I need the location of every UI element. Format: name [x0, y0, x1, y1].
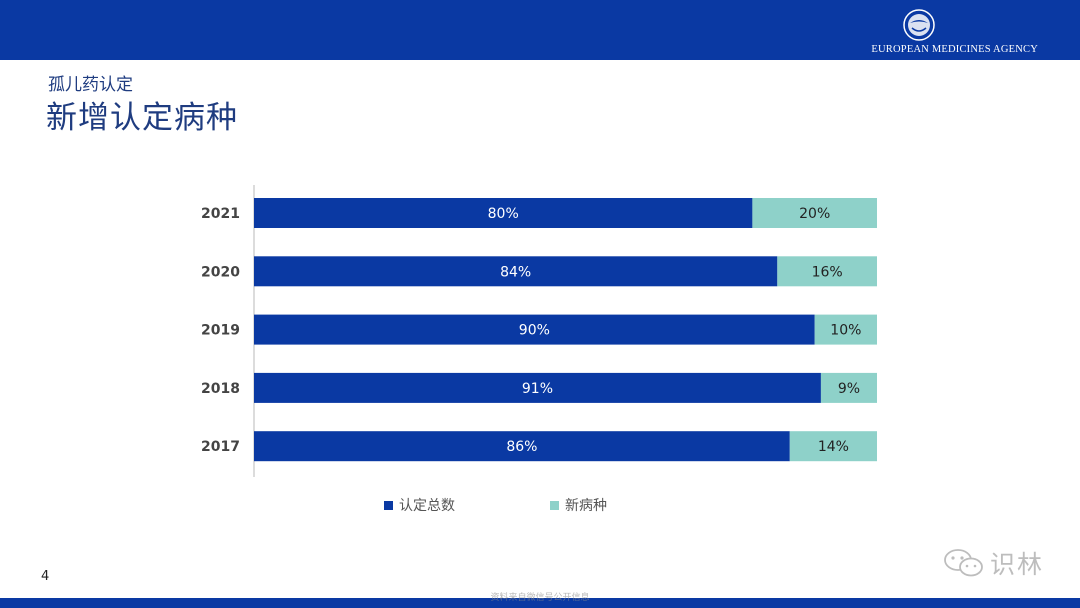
bar-2018-series-1	[254, 372, 821, 403]
data-label-2018-series-2: 9%	[838, 381, 860, 397]
data-label-2019-series-2: 10%	[830, 323, 861, 339]
data-label-2020-series-1: 84%	[500, 264, 531, 280]
watermark: 识林	[942, 545, 1044, 581]
page-number: 4	[41, 569, 50, 584]
wechat-icon	[944, 549, 983, 577]
ema-logo-text: EUROPEAN MEDICINES AGENCY	[871, 44, 1038, 55]
bar-2019-series-2	[814, 314, 877, 345]
data-label-2019-series-1: 90%	[519, 323, 550, 339]
category-label-2017: 2017	[201, 439, 240, 455]
legend-item-series-2: 新病种	[550, 495, 607, 515]
legend-swatch-series-2	[550, 500, 559, 510]
category-label-2020: 2020	[201, 264, 240, 280]
data-label-2017-series-1: 86%	[506, 439, 537, 455]
legend-swatch-series-1	[384, 500, 393, 510]
bar-2021-series-1	[254, 198, 753, 228]
watermark-text: 识林	[989, 550, 1044, 579]
ema-logo: EUROPEAN MEDICINES AGENCY	[838, 8, 1038, 58]
data-label-2021-series-2: 20%	[799, 206, 830, 222]
footer-band	[0, 598, 1080, 608]
chart-legend: 认定总数 新病种	[384, 495, 607, 515]
chart-bars: 2021 80% 20% 2020 84% 16% 2019 90% 10% 2018 91% 9% 2…	[201, 198, 877, 462]
category-label-2018: 2018	[201, 381, 240, 397]
bar-2020-series-2	[777, 256, 877, 287]
header-band: EUROPEAN MEDICINES AGENCY	[0, 0, 1080, 60]
bar-2021-series-2	[752, 198, 877, 228]
legend-item-series-1: 认定总数	[384, 495, 455, 515]
slide-title: 新增认定病种	[46, 100, 238, 136]
legend-label-series-2: 新病种	[565, 498, 607, 514]
bar-2019-series-1	[254, 314, 815, 345]
bar-2018-series-2	[820, 372, 877, 403]
footer-text: 资料来自微信号公开信息	[490, 593, 590, 603]
category-label-2021: 2021	[201, 206, 240, 222]
category-label-2019: 2019	[201, 323, 240, 339]
bar-2020-series-1	[254, 256, 778, 287]
slide-subtitle: 孤儿药认定	[48, 75, 133, 95]
data-label-2021-series-1: 80%	[488, 206, 519, 222]
legend-label-series-1: 认定总数	[399, 498, 455, 514]
data-label-2018-series-1: 91%	[522, 381, 553, 397]
data-label-2017-series-2: 14%	[818, 439, 849, 455]
bar-2017-series-2	[789, 431, 877, 462]
data-label-2020-series-2: 16%	[812, 264, 843, 280]
ema-emblem-icon	[903, 9, 935, 41]
bar-2017-series-1	[254, 431, 790, 462]
